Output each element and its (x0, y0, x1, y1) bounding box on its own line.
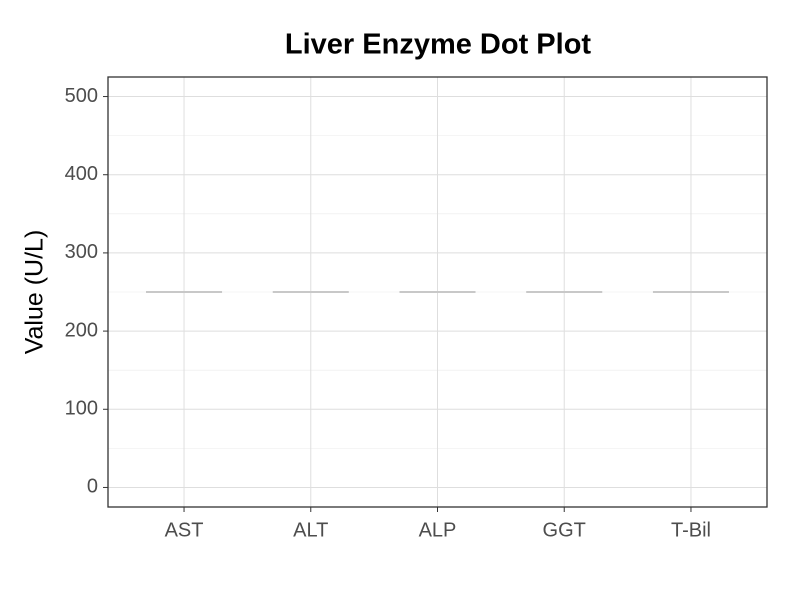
y-tick-label: 500 (65, 85, 98, 107)
chart-title: Liver Enzyme Dot Plot (285, 29, 592, 61)
x-tick-label: AST (165, 519, 204, 541)
y-axis-label: Value (U/L) (21, 230, 49, 355)
x-tick-label: ALP (419, 519, 457, 541)
y-tick-label: 100 (65, 398, 98, 420)
y-tick-label: 200 (65, 319, 98, 341)
y-tick-label: 400 (65, 163, 98, 185)
x-tick-label: ALT (293, 519, 328, 541)
x-tick-label: GGT (543, 519, 586, 541)
x-tick-label: T-Bil (671, 519, 711, 541)
plot-border (107, 76, 768, 508)
y-tick-label: 300 (65, 241, 98, 263)
y-tick-label: 0 (87, 476, 98, 498)
